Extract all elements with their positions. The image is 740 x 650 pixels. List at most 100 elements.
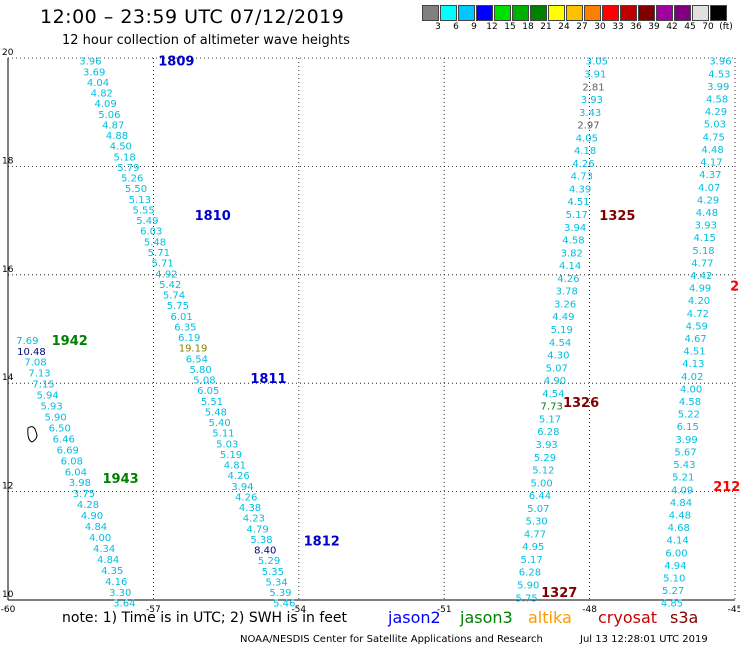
swh-value-label: 7.69 xyxy=(16,336,38,347)
swh-value-label: 3.30 xyxy=(109,588,131,599)
swh-value-label: 5.12 xyxy=(532,466,554,477)
swh-value-label: 5.26 xyxy=(121,174,143,185)
swh-value-label: 5.90 xyxy=(517,581,539,592)
swh-value-label: 5.90 xyxy=(45,413,67,424)
swh-value-label: 5.50 xyxy=(125,184,147,195)
swh-value-label: 3.94 xyxy=(564,223,586,234)
swh-value-label: 10.48 xyxy=(17,347,46,358)
swh-value-label: 6.54 xyxy=(186,354,208,365)
color-scale-label: (ft) xyxy=(719,22,733,32)
swh-value-label: 4.58 xyxy=(679,397,701,408)
swh-value-label: 4.29 xyxy=(705,107,727,118)
swh-value-label: 5.80 xyxy=(189,365,211,376)
page-title: 12:00 – 23:59 UTC 07/12/2019 xyxy=(40,6,345,28)
color-scale-label: 45 xyxy=(684,22,696,32)
track-label: 1943 xyxy=(103,472,139,487)
color-swatch xyxy=(674,5,691,21)
swh-value-label: 4.92 xyxy=(155,269,177,280)
swh-value-label: 4.17 xyxy=(700,158,722,169)
swh-value-label: 3.69 xyxy=(83,67,105,78)
swh-value-label: 5.18 xyxy=(692,246,714,257)
lat-tick-label: 18 xyxy=(2,156,14,166)
lat-tick-label: 10 xyxy=(2,590,14,600)
color-scale-label: 33 xyxy=(612,22,624,32)
satellite-legend-item: cryosat xyxy=(598,608,658,627)
swh-value-label: 5.35 xyxy=(262,567,284,578)
color-swatch xyxy=(566,5,583,21)
color-swatch xyxy=(584,5,601,21)
track-label: 1325 xyxy=(599,209,635,224)
swh-value-label: 3.64 xyxy=(113,599,135,610)
lon-tick-label: -45 xyxy=(728,605,740,615)
swh-value-label: 4.95 xyxy=(522,542,544,553)
color-scale-label: 70 xyxy=(702,22,714,32)
swh-value-label: 5.17 xyxy=(520,555,542,566)
swh-value-label: 5.39 xyxy=(269,588,291,599)
track-label: 1809 xyxy=(158,55,194,70)
color-scale-label: 27 xyxy=(576,22,588,32)
swh-value-label: 4.77 xyxy=(524,529,546,540)
swh-value-label: 5.10 xyxy=(663,574,685,585)
swh-value-label: 4.00 xyxy=(89,533,111,544)
swh-value-label: 4.58 xyxy=(706,95,728,106)
color-swatch xyxy=(476,5,493,21)
swh-value-label: 5.22 xyxy=(678,410,700,421)
swh-value-label: 5.29 xyxy=(534,453,556,464)
swh-value-label: 4.99 xyxy=(689,284,711,295)
swh-value-label: 4.26 xyxy=(572,159,594,170)
color-scale-label: 15 xyxy=(504,22,516,32)
swh-value-label: 4.18 xyxy=(574,146,596,157)
island-outline-icon xyxy=(27,426,38,443)
lon-tick-label: -54 xyxy=(291,605,306,615)
color-swatch xyxy=(692,5,709,21)
swh-value-label: 4.67 xyxy=(685,334,707,345)
swh-value-label: 4.20 xyxy=(688,296,710,307)
swh-value-label: 4.48 xyxy=(696,208,718,219)
swh-value-label: 4.94 xyxy=(664,561,686,572)
swh-value-label: 4.54 xyxy=(549,338,571,349)
swh-value-label: 5.21 xyxy=(672,473,694,484)
track-label: 1326 xyxy=(563,396,599,411)
legend-note: note: 1) Time is in UTC; 2) SWH is in fe… xyxy=(62,610,348,626)
color-scale-label: 39 xyxy=(648,22,660,32)
swh-value-label: 4.48 xyxy=(669,510,691,521)
swh-value-label: 5.03 xyxy=(216,439,238,450)
swh-value-label: 5.43 xyxy=(673,460,695,471)
color-scale-label: 36 xyxy=(630,22,642,32)
swh-value-label: 5.42 xyxy=(159,280,181,291)
swh-value-label: 4.72 xyxy=(687,309,709,320)
color-swatch xyxy=(656,5,673,21)
swh-value-label: 4.50 xyxy=(110,142,132,153)
color-swatch xyxy=(620,5,637,21)
swh-value-label: 4.07 xyxy=(698,183,720,194)
swh-value-label: 4.79 xyxy=(247,524,269,535)
swh-value-label: 4.14 xyxy=(559,261,581,272)
swh-value-label: 3.96 xyxy=(79,57,101,68)
swh-value-label: 6.01 xyxy=(170,312,192,323)
swh-value-label: 4.87 xyxy=(102,120,124,131)
swh-value-label: 4.54 xyxy=(542,389,564,400)
swh-value-label: 4.58 xyxy=(562,236,584,247)
swh-value-label: 5.75 xyxy=(515,593,537,604)
color-scale-label: 12 xyxy=(486,22,498,32)
swh-value-label: 3.43 xyxy=(579,108,601,119)
color-scale-label: 18 xyxy=(522,22,534,32)
swh-value-label: 5.07 xyxy=(546,363,568,374)
swh-value-label: 5.49 xyxy=(136,216,158,227)
swh-value-label: 5.40 xyxy=(209,418,231,429)
swh-value-label: 4.84 xyxy=(670,498,692,509)
color-swatch xyxy=(512,5,529,21)
swh-value-label: 5.74 xyxy=(163,291,185,302)
track-label: 1811 xyxy=(250,372,286,387)
swh-value-label: 4.04 xyxy=(87,78,109,89)
credit-text: NOAA/NESDIS Center for Satellite Applica… xyxy=(240,634,543,645)
swh-value-label: 3.93 xyxy=(695,221,717,232)
swh-value-label: 4.00 xyxy=(680,384,702,395)
swh-value-label: 4.84 xyxy=(97,555,119,566)
swh-value-label: 4.35 xyxy=(101,566,123,577)
swh-value-label: 5.46 xyxy=(273,599,295,610)
color-swatch xyxy=(458,5,475,21)
swh-value-label: 4.28 xyxy=(77,500,99,511)
swh-value-label: 5.29 xyxy=(258,556,280,567)
lat-tick-label: 20 xyxy=(2,48,14,58)
